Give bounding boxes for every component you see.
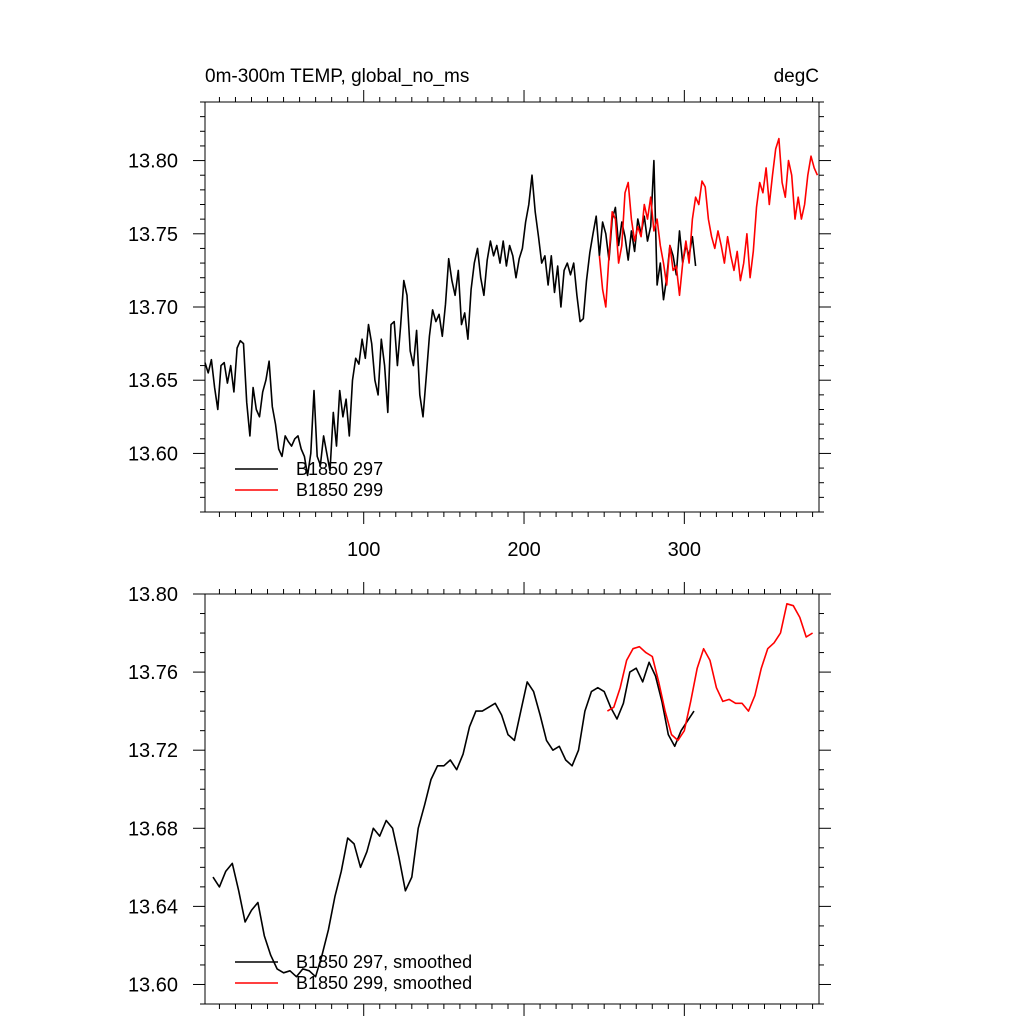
y-tick-label: 13.70 (128, 297, 178, 319)
legend-bottom: B1850 297, smoothed B1850 299, smoothed (235, 952, 472, 993)
series-line-1 (606, 602, 814, 742)
panel-bottom: 13.60 13.64 13.68 13.72 13.76 13.80 B1850 297… (128, 582, 831, 1016)
y-tick-label: 13.72 (128, 740, 178, 762)
series-line-1 (598, 137, 819, 308)
ticks-bottom: 13.60 13.64 13.68 13.72 13.76 13.80 (128, 582, 831, 1016)
y-tick-label: 13.65 (128, 370, 178, 392)
series-bottom (212, 602, 814, 978)
x-tick-label: 300 (668, 539, 701, 561)
y-tick-label: 13.64 (128, 896, 178, 918)
x-tick-label: 100 (347, 539, 380, 561)
legend-label-0: B1850 297, smoothed (296, 952, 472, 972)
legend-top: B1850 297 B1850 299 (235, 459, 383, 500)
series-line-0 (204, 159, 697, 477)
ticks-top: 100 200 300 13.60 13.65 13.70 13.75 13.80 (128, 90, 831, 561)
y-tick-label: 13.76 (128, 662, 178, 684)
panel-top: 0m-300m TEMP, global_no_ms degC 100 200 30… (128, 66, 831, 561)
legend-label-1: B1850 299 (296, 480, 383, 500)
y-tick-label: 13.60 (128, 443, 178, 465)
series-top (204, 137, 819, 477)
chart-title: 0m-300m TEMP, global_no_ms (205, 66, 469, 87)
x-tick-label: 200 (507, 539, 540, 561)
y-tick-label: 13.80 (128, 584, 178, 606)
y-tick-label: 13.68 (128, 818, 178, 840)
y-tick-label: 13.60 (128, 974, 178, 996)
units-label: degC (774, 66, 819, 87)
legend-label-0: B1850 297 (296, 459, 383, 479)
plot-frame-top (204, 101, 820, 513)
plot-frame-bottom (204, 593, 820, 1005)
series-line-0 (212, 661, 695, 978)
legend-label-1: B1850 299, smoothed (296, 973, 472, 993)
y-tick-label: 13.80 (128, 151, 178, 173)
y-tick-label: 13.75 (128, 224, 178, 246)
